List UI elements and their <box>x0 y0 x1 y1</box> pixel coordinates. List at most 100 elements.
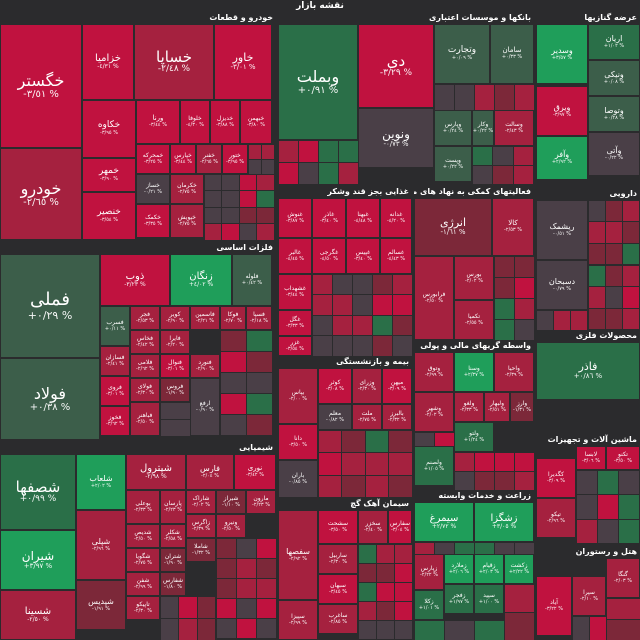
stock-tile[interactable]: غگرجی -٤/٥٠ % <box>313 239 345 273</box>
stock-tile-small[interactable] <box>160 402 190 419</box>
stock-tile[interactable]: خدیزل -٣/٨٨ % <box>211 101 239 143</box>
stock-tile-small[interactable] <box>256 618 276 638</box>
stock-tile-small[interactable] <box>414 620 444 640</box>
stock-tile[interactable]: سپیزا -٢/٩٩ % <box>279 601 317 639</box>
stock-tile-small[interactable] <box>619 519 640 544</box>
stock-tile-small[interactable] <box>623 287 640 308</box>
stock-tile-small[interactable] <box>597 495 619 519</box>
stock-tile-small[interactable] <box>494 256 514 277</box>
stock-tile[interactable]: خنصیر -٣/٥٤ % <box>83 193 135 239</box>
stock-tile[interactable]: خساز -٠/٢١ % <box>137 175 169 203</box>
stock-tile-small[interactable] <box>606 619 640 640</box>
stock-tile-small[interactable] <box>160 419 190 436</box>
stock-tile-small[interactable] <box>514 84 534 110</box>
stock-tile[interactable]: نوری -٣/٤٢ % <box>235 455 275 489</box>
stock-tile[interactable]: بورس -٢/٠٢ % <box>455 257 493 299</box>
stock-tile[interactable]: وتوق -٢/٩٩ % <box>415 353 453 391</box>
stock-tile-small[interactable] <box>236 558 256 578</box>
stock-tile[interactable]: لابسا -٣/٠٦ % <box>577 447 605 469</box>
stock-tile[interactable]: فولاد +٠/٣٨ % <box>1 359 99 439</box>
stock-tile-small[interactable] <box>179 596 197 618</box>
stock-tile-small[interactable] <box>588 243 605 265</box>
stock-tile-small[interactable] <box>572 616 589 640</box>
stock-tile-small[interactable] <box>444 620 474 640</box>
stock-tile-small[interactable] <box>605 243 623 265</box>
stock-tile-small[interactable] <box>248 159 261 174</box>
stock-tile-small[interactable] <box>588 222 605 243</box>
stock-tile-small[interactable] <box>216 578 236 598</box>
stock-tile[interactable]: ونیرو -٢/٥٠ % <box>217 515 245 537</box>
stock-tile[interactable]: خاور -٣/٠١ % <box>215 25 271 99</box>
stock-tile-small[interactable] <box>358 563 376 582</box>
stock-tile-small[interactable] <box>246 372 272 394</box>
stock-tile-small[interactable] <box>376 544 394 563</box>
stock-tile-small[interactable] <box>352 274 372 294</box>
stock-tile-small[interactable] <box>222 174 239 190</box>
stock-tile-small[interactable] <box>414 432 434 446</box>
stock-tile-small[interactable] <box>392 315 412 335</box>
stock-tile-small[interactable] <box>246 351 272 372</box>
stock-tile-small[interactable] <box>597 519 619 544</box>
stock-tile[interactable]: خفنر -٢/٦٥ % <box>197 145 221 173</box>
stock-tile-small[interactable] <box>588 287 605 308</box>
stock-tile[interactable]: فجر -٢/٥٣ % <box>131 307 159 329</box>
stock-tile[interactable]: سپرا -٢/١٠ % <box>573 577 605 615</box>
stock-tile-small[interactable] <box>160 596 179 618</box>
stock-tile-small[interactable] <box>352 336 372 356</box>
stock-tile[interactable]: شاملا -١/٣٢ % <box>187 539 215 561</box>
stock-tile-small[interactable] <box>376 563 394 582</box>
stock-tile-small[interactable] <box>197 618 216 640</box>
stock-tile[interactable]: شتران -١/٩٠ % <box>161 549 185 571</box>
stock-tile[interactable]: غدانه -٤/٢٠ % <box>381 199 411 237</box>
stock-tile[interactable]: وسنا +٢/٣٧ % <box>455 353 493 391</box>
stock-tile-small[interactable] <box>376 621 394 640</box>
stock-tile[interactable]: خپویش -٢/٧٥ % <box>171 205 203 237</box>
stock-tile[interactable]: اریان +١/٠٢ % <box>589 25 639 59</box>
stock-tile[interactable]: بالبرز -٢/٣٢ % <box>383 405 411 429</box>
stock-tile-small[interactable] <box>204 174 221 190</box>
stock-tile[interactable]: خودرو -٢/٦٥ % <box>1 149 81 239</box>
stock-tile[interactable]: فخوز -٣/٦٢ % <box>101 407 129 435</box>
stock-tile[interactable]: فاسمین -٢/٢١ % <box>191 307 219 329</box>
stock-tile[interactable]: خمهر -٣/٩٠ % <box>83 159 135 191</box>
stock-tile-small[interactable] <box>318 475 341 498</box>
stock-tile[interactable]: سپید +١/٠٠ % <box>475 585 503 613</box>
stock-tile-small[interactable] <box>513 146 534 165</box>
stock-tile-small[interactable] <box>246 330 272 351</box>
stock-tile[interactable]: پارسان -٢/٢٣ % <box>161 491 185 523</box>
stock-tile[interactable]: غسالم -٤/٤٣ % <box>381 239 411 273</box>
stock-tile[interactable]: ورنا -٣/٤٤ % <box>137 101 179 143</box>
stock-tile[interactable]: ولغو -٢/٣٣ % <box>455 393 483 421</box>
stock-tile[interactable]: وسالت -٢/٤٣ % <box>495 111 533 145</box>
stock-tile-small[interactable] <box>394 602 412 621</box>
stock-tile[interactable]: غالبر -٤/٤٥ % <box>279 239 311 273</box>
stock-tile-small[interactable] <box>312 336 332 356</box>
stock-tile-small[interactable] <box>216 558 236 578</box>
stock-tile[interactable]: سامان +٠/٣٣ % <box>491 25 533 83</box>
stock-tile-small[interactable] <box>332 336 352 356</box>
stock-tile-small[interactable] <box>332 315 352 335</box>
stock-tile[interactable]: شصفها +٠/٩٩ % <box>1 455 75 529</box>
stock-tile-small[interactable] <box>514 319 534 340</box>
stock-tile[interactable]: دی -٣/٢٩ % <box>359 25 433 107</box>
stock-tile[interactable]: شپلی -٢/٩٦ % <box>77 511 125 579</box>
stock-tile[interactable]: ساغرب -٢/٨٥ % <box>319 605 357 633</box>
stock-tile[interactable]: ریشمک -٠/٥١ % <box>537 201 587 259</box>
stock-tile[interactable]: خبهمن -٣/٨٠ % <box>241 101 271 143</box>
stock-tile[interactable]: وتوصا +٠/٢٨ % <box>589 97 639 131</box>
stock-tile-small[interactable] <box>298 140 318 162</box>
stock-tile[interactable]: وسدیر +٣/٥٧ % <box>537 25 587 83</box>
stock-tile-small[interactable] <box>256 538 276 558</box>
stock-tile[interactable]: وآفر +٢/٩٢ % <box>537 137 587 179</box>
stock-tile[interactable]: وشهر -٢/٠٢ % <box>415 393 453 431</box>
stock-tile-small[interactable] <box>220 394 246 415</box>
stock-tile-small[interactable] <box>514 471 534 490</box>
stock-tile-small[interactable] <box>257 224 274 240</box>
stock-tile-small[interactable] <box>588 308 605 330</box>
stock-tile-small[interactable] <box>576 495 597 519</box>
stock-tile-small[interactable] <box>216 538 236 558</box>
stock-tile[interactable]: ارفع -٠/٩٠ % <box>191 379 219 435</box>
stock-tile-small[interactable] <box>394 563 412 582</box>
stock-tile-small[interactable] <box>222 207 239 223</box>
stock-tile-small[interactable] <box>494 298 514 319</box>
